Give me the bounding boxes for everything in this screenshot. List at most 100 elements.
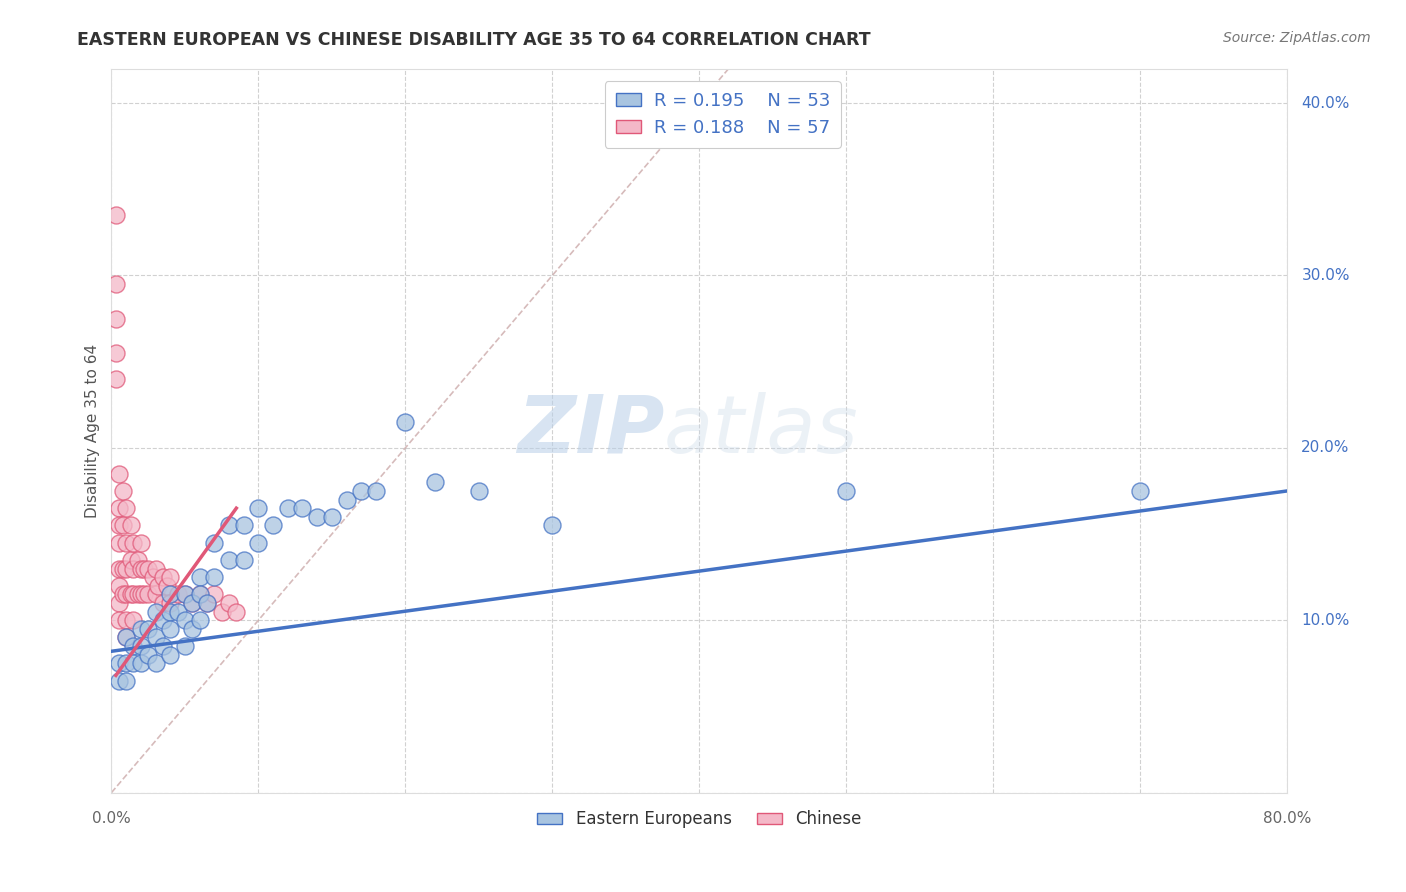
Point [104,277,127,291]
Point [152,596,174,610]
Point [218,518,240,533]
Text: 80.0%: 80.0% [1263,811,1312,826]
Point [120,518,142,533]
Point [136,587,159,601]
Point [127,553,149,567]
Point [181,596,204,610]
Point [1129,483,1152,498]
Point [350,483,373,498]
Point [122,561,145,575]
Point [107,501,129,516]
Point [291,501,314,516]
Point [181,622,204,636]
Point [277,501,299,516]
Text: EASTERN EUROPEAN VS CHINESE DISABILITY AGE 35 TO 64 CORRELATION CHART: EASTERN EUROPEAN VS CHINESE DISABILITY A… [77,31,870,49]
Point [107,467,129,481]
Point [132,561,155,575]
Point [122,639,145,653]
Point [152,639,174,653]
Point [166,605,188,619]
Point [129,535,152,549]
Point [107,579,129,593]
Text: atlas: atlas [664,392,859,469]
Point [195,596,218,610]
Point [122,613,145,627]
Point [159,596,181,610]
Point [174,639,197,653]
Point [107,535,129,549]
Point [148,579,170,593]
Point [262,518,284,533]
Point [232,553,254,567]
Point [541,518,564,533]
Point [152,613,174,627]
Text: 40.0%: 40.0% [1302,95,1350,111]
Point [152,570,174,584]
Point [115,561,138,575]
Point [104,208,127,222]
Point [232,518,254,533]
Point [115,631,138,645]
Point [107,596,129,610]
Point [159,648,181,662]
Point [107,613,129,627]
Point [202,587,225,601]
Point [247,535,270,549]
Point [145,587,167,601]
Point [136,561,159,575]
Point [247,501,270,516]
Point [159,605,181,619]
Point [159,622,181,636]
Point [120,553,142,567]
Text: Source: ZipAtlas.com: Source: ZipAtlas.com [1223,31,1371,45]
Point [129,639,152,653]
Point [127,587,149,601]
Point [129,561,152,575]
Point [115,631,138,645]
Point [321,509,343,524]
Point [188,587,211,601]
Point [145,631,167,645]
Y-axis label: Disability Age 35 to 64: Disability Age 35 to 64 [86,343,100,517]
Point [115,535,138,549]
Point [364,483,387,498]
Point [202,535,225,549]
Text: 20.0%: 20.0% [1302,441,1350,455]
Point [112,518,135,533]
Point [115,587,138,601]
Point [129,587,152,601]
Point [156,579,179,593]
Point [195,596,218,610]
Point [202,570,225,584]
Point [107,673,129,688]
Point [115,501,138,516]
Point [188,587,211,601]
Point [211,605,233,619]
Point [145,605,167,619]
Point [104,311,127,326]
Point [122,657,145,671]
Text: 10.0%: 10.0% [1302,613,1350,628]
Point [218,596,240,610]
Point [107,518,129,533]
Point [115,657,138,671]
Point [225,605,247,619]
Point [136,622,159,636]
Text: 0.0%: 0.0% [91,811,131,826]
Text: 30.0%: 30.0% [1302,268,1350,283]
Point [129,622,152,636]
Point [188,570,211,584]
Point [394,415,416,429]
Point [122,587,145,601]
Point [112,483,135,498]
Point [104,372,127,386]
Point [145,561,167,575]
Point [335,492,357,507]
Point [423,475,446,490]
Point [181,596,204,610]
Text: ZIP: ZIP [516,392,664,469]
Point [174,587,197,601]
Point [115,673,138,688]
Legend: Eastern Europeans, Chinese: Eastern Europeans, Chinese [530,804,868,835]
Point [307,509,329,524]
